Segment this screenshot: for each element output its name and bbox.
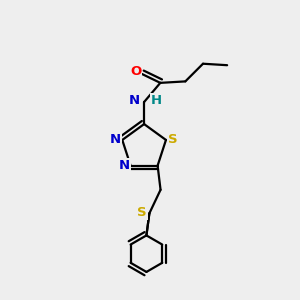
Text: O: O bbox=[130, 65, 141, 78]
Text: S: S bbox=[168, 134, 177, 146]
Text: H: H bbox=[151, 94, 162, 107]
Text: N: N bbox=[129, 94, 140, 107]
Text: N: N bbox=[118, 159, 130, 172]
Text: N: N bbox=[110, 134, 122, 146]
Text: S: S bbox=[137, 206, 147, 219]
